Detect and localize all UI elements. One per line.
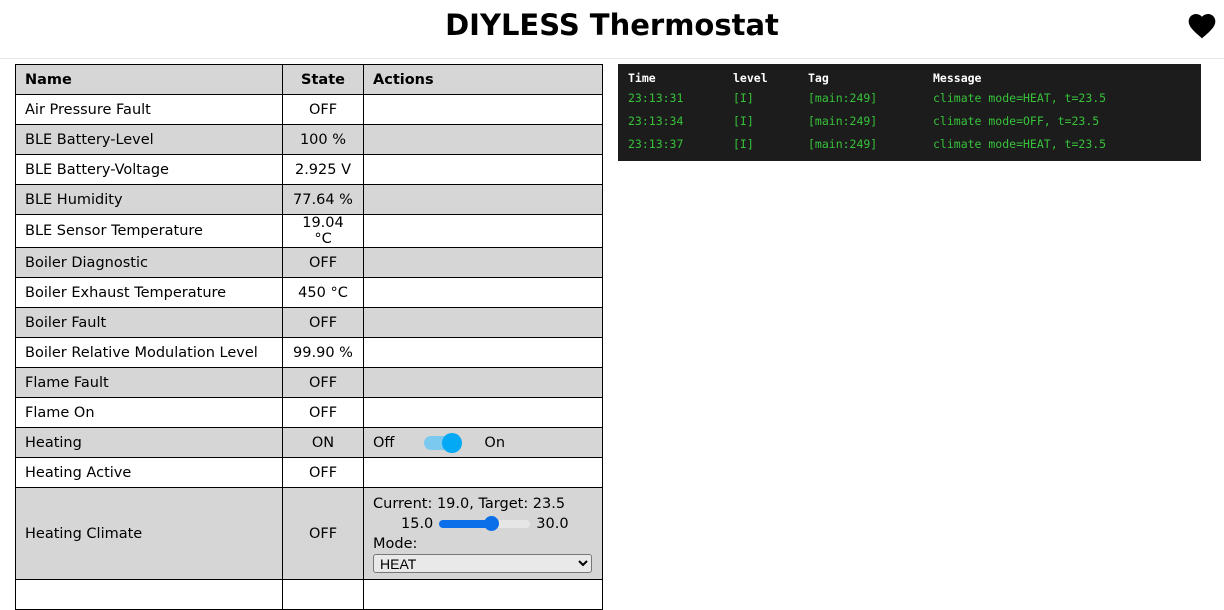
log-panel: Time level Tag Message 23:13:31 [I] [main:… xyxy=(618,64,1201,161)
table-row: Flame On OFF xyxy=(15,397,603,428)
log-cell: climate mode=HEAT, t=23.5 xyxy=(933,136,1107,151)
log-col-level: level xyxy=(733,71,768,85)
entity-state: OFF xyxy=(282,247,364,278)
entity-state: 2.925 V xyxy=(282,154,364,185)
mode-label: Mode: xyxy=(373,536,418,552)
table-row: Heating Active OFF xyxy=(15,457,603,488)
page-title: DIYLESS Thermostat xyxy=(445,8,779,42)
table-row: Heating Climate OFF Current: 19.0, Target:… xyxy=(15,487,603,580)
table-row: BLE Battery-Voltage 2.925 V xyxy=(15,154,603,185)
entity-actions xyxy=(363,247,603,278)
target-slider[interactable] xyxy=(439,516,531,531)
log-cell: [I] xyxy=(733,113,754,128)
entity-name: Flame On xyxy=(15,397,283,428)
log-row: 23:13:31 [I] [main:249] climate mode=HEAT, … xyxy=(628,86,1106,109)
entity-actions xyxy=(363,277,603,308)
entity-actions xyxy=(363,337,603,368)
entity-state: OFF xyxy=(282,487,364,580)
entity-state: OFF xyxy=(282,457,364,488)
log-cell: 23:13:34 xyxy=(628,113,684,128)
entity-state: OFF xyxy=(282,397,364,428)
entity-actions xyxy=(363,307,603,338)
entity-name: Boiler Diagnostic xyxy=(15,247,283,278)
header: DIYLESS Thermostat xyxy=(0,0,1224,59)
log-row: 23:13:37 [I] [main:249] climate mode=HEAT, … xyxy=(628,132,1106,155)
entity-actions: Current: 19.0, Target: 23.5 15.0 30.0 Mod… xyxy=(363,487,603,580)
table-row: Flame Fault OFF xyxy=(15,367,603,398)
col-state: State xyxy=(282,64,364,95)
switch-off-label: Off xyxy=(373,434,395,451)
log-col-tag: Tag xyxy=(808,71,829,85)
col-name: Name xyxy=(15,64,283,95)
entity-name: Heating xyxy=(15,427,283,458)
entity-state: ON xyxy=(282,427,364,458)
entity-name: Boiler Fault xyxy=(15,307,283,338)
entity-state: 77.64 % xyxy=(282,184,364,215)
climate-status: Current: 19.0, Target: 23.5 xyxy=(373,496,566,512)
entity-name: BLE Sensor Temperature xyxy=(15,214,283,248)
log-cell: climate mode=HEAT, t=23.5 xyxy=(933,90,1107,105)
entity-name: BLE Humidity xyxy=(15,184,283,215)
slider-max: 30.0 xyxy=(536,516,569,532)
log-cell: [I] xyxy=(733,136,754,151)
log-col-message: Message xyxy=(933,71,982,85)
log-cell: 23:13:31 xyxy=(628,90,684,105)
log-cell: [I] xyxy=(733,90,754,105)
entity-state: 450 °C xyxy=(282,277,364,308)
table-row: Air Pressure Fault OFF xyxy=(15,94,603,125)
entity-name: BLE Battery-Voltage xyxy=(15,154,283,185)
table-row: Boiler Diagnostic OFF xyxy=(15,247,603,278)
table-row: BLE Sensor Temperature 19.04 °C xyxy=(15,214,603,248)
entity-actions xyxy=(363,94,603,125)
entity-state: 19.04 °C xyxy=(282,214,364,248)
entity-actions xyxy=(363,124,603,155)
entity-name: Air Pressure Fault xyxy=(15,94,283,125)
entity-name: Boiler Relative Modulation Level xyxy=(15,337,283,368)
entity-actions xyxy=(363,214,603,248)
mode-select[interactable]: HEAT xyxy=(373,554,592,573)
slider-min: 15.0 xyxy=(401,516,434,532)
entity-actions xyxy=(363,154,603,185)
entity-table: Name State Actions Air Pressure Fault OFF… xyxy=(15,64,603,610)
entity-state: OFF xyxy=(282,94,364,125)
table-row: BLE Humidity 77.64 % xyxy=(15,184,603,215)
log-cell: [main:249] xyxy=(808,113,878,128)
table-row: Boiler Fault OFF xyxy=(15,307,603,338)
entity-state: OFF xyxy=(282,307,364,338)
slider-thumb[interactable] xyxy=(483,516,499,531)
toggle-knob xyxy=(442,432,463,453)
log-cell: [main:249] xyxy=(808,90,878,105)
log-col-time: Time xyxy=(628,71,656,85)
entity-name: Boiler Exhaust Temperature xyxy=(15,277,283,308)
entity-actions: Off On xyxy=(363,427,603,458)
log-cell: climate mode=OFF, t=23.5 xyxy=(933,113,1100,128)
entity-state: OFF xyxy=(282,367,364,398)
entity-name: BLE Battery-Level xyxy=(15,124,283,155)
entity-name: Heating Active xyxy=(15,457,283,488)
entity-actions xyxy=(363,397,603,428)
heart-icon[interactable] xyxy=(1186,10,1218,42)
table-row: Heating ON Off On xyxy=(15,427,603,458)
entity-actions xyxy=(363,367,603,398)
heating-toggle[interactable] xyxy=(424,432,463,453)
entity-state: 100 % xyxy=(282,124,364,155)
log-row: 23:13:34 [I] [main:249] climate mode=OFF, t… xyxy=(628,109,1106,132)
log-cell: [main:249] xyxy=(808,136,878,151)
table-row: BLE Battery-Level 100 % xyxy=(15,124,603,155)
table-row: Boiler Exhaust Temperature 450 °C xyxy=(15,277,603,308)
table-row: Boiler Relative Modulation Level 99.90 % xyxy=(15,337,603,368)
entity-actions xyxy=(363,457,603,488)
entity-name: Flame Fault xyxy=(15,367,283,398)
col-actions: Actions xyxy=(363,64,603,95)
entity-state: 99.90 % xyxy=(282,337,364,368)
log-cell: 23:13:37 xyxy=(628,136,684,151)
entity-name: Heating Climate xyxy=(15,487,283,580)
switch-on-label: On xyxy=(484,434,506,451)
entity-actions xyxy=(363,184,603,215)
